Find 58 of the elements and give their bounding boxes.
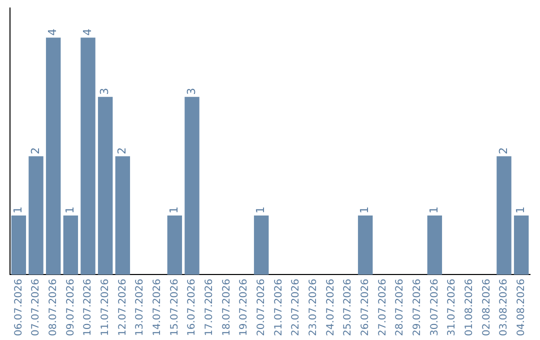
- data-label: 1: [12, 206, 25, 214]
- bar: [184, 96, 200, 275]
- bar: [254, 215, 269, 275]
- x-tick-label: 15.07.2026: [169, 278, 180, 336]
- x-tick-label: 16.07.2026: [186, 278, 198, 336]
- x-tick-label: 23.07.2026: [308, 278, 319, 336]
- bar: [98, 96, 113, 275]
- x-tick-label: 21.07.2026: [273, 278, 284, 336]
- data-label: 1: [254, 206, 268, 214]
- x-tick-label: 03.08.2026: [498, 278, 510, 336]
- bar: [167, 215, 182, 275]
- data-label: 4: [46, 28, 60, 36]
- x-tick-label: 29.07.2026: [412, 278, 423, 336]
- data-label: 1: [514, 206, 528, 214]
- bar: [496, 156, 512, 275]
- x-tick-label: 14.07.2026: [152, 278, 163, 336]
- bar: [80, 38, 96, 275]
- bar: [46, 38, 61, 275]
- x-tick-label: 22.07.2026: [290, 278, 302, 336]
- bar: [28, 156, 44, 275]
- bar: [427, 215, 442, 275]
- x-tick-label: 08.07.2026: [48, 278, 59, 336]
- data-label: 2: [116, 147, 129, 154]
- data-label: 1: [428, 206, 441, 214]
- x-tick-label: 27.07.2026: [377, 278, 388, 336]
- data-label: 4: [80, 28, 94, 36]
- x-tick-label: 11.07.2026: [100, 278, 111, 336]
- x-tick-label: 02.08.2026: [481, 278, 492, 336]
- data-label: 1: [64, 206, 77, 214]
- data-label: 3: [98, 88, 112, 95]
- x-tick-label: 07.07.2026: [30, 278, 42, 336]
- bar: [115, 156, 130, 275]
- bar: [514, 215, 529, 275]
- x-tick-label: 12.07.2026: [117, 278, 128, 336]
- x-tick-label: 13.07.2026: [134, 278, 146, 336]
- x-tick-label: 20.07.2026: [256, 278, 267, 336]
- x-tick-label: 30.07.2026: [429, 278, 440, 336]
- x-tick-label: 24.07.2026: [325, 278, 336, 336]
- x-tick-label: 17.07.2026: [204, 278, 215, 336]
- x-tick-label: 31.07.2026: [446, 278, 458, 336]
- data-label: 2: [28, 147, 42, 154]
- data-label: 1: [358, 206, 372, 214]
- data-label: 2: [496, 147, 510, 154]
- x-tick-label: 10.07.2026: [82, 278, 94, 336]
- bar: [358, 215, 373, 275]
- x-tick-label: 28.07.2026: [394, 278, 406, 336]
- x-tick-label: 04.08.2026: [516, 278, 527, 336]
- data-label: 3: [184, 88, 198, 95]
- bar: [63, 215, 78, 275]
- bar: [11, 215, 26, 275]
- x-tick-label: 25.07.2026: [342, 278, 354, 336]
- x-tick-label: 19.07.2026: [238, 278, 250, 336]
- x-tick-label: 01.08.2026: [464, 278, 475, 336]
- data-label: 1: [168, 206, 181, 214]
- x-tick-label: 26.07.2026: [360, 278, 371, 336]
- x-tick-label: 09.07.2026: [65, 278, 76, 336]
- x-tick-label: 18.07.2026: [221, 278, 232, 336]
- x-tick-label: 06.07.2026: [13, 278, 24, 336]
